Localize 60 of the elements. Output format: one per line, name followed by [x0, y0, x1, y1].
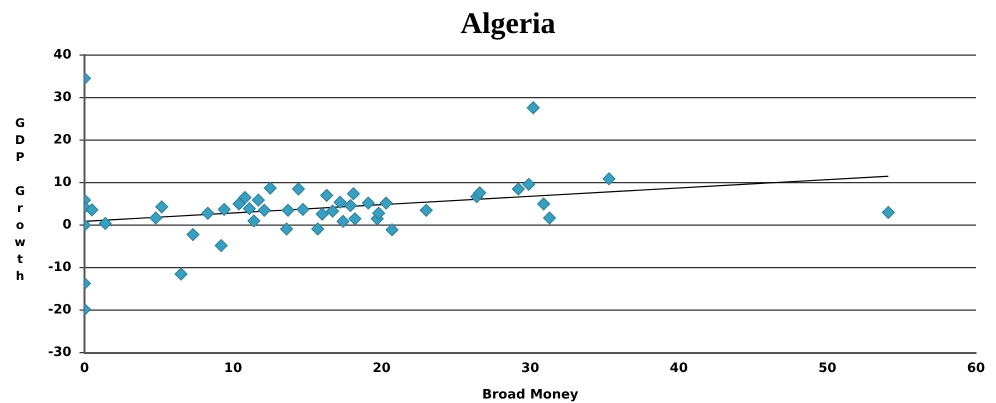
point	[336, 214, 350, 228]
point	[473, 186, 486, 200]
point	[218, 202, 231, 216]
point	[247, 214, 260, 228]
point	[85, 203, 98, 216]
x-tick-label: 50	[818, 360, 836, 376]
point	[420, 204, 433, 217]
point	[242, 202, 256, 216]
point	[512, 182, 525, 196]
y-tick-label: -10	[48, 260, 72, 276]
point	[316, 208, 329, 221]
x-tick-label: 10	[224, 360, 242, 376]
y-tick-label: 10	[53, 175, 72, 190]
point	[296, 202, 310, 216]
x-tick-label: 20	[372, 360, 391, 376]
x-tick-label: 60	[966, 360, 986, 376]
point	[280, 222, 294, 236]
point	[149, 211, 162, 224]
point	[380, 196, 393, 210]
point	[174, 268, 188, 281]
point	[252, 194, 265, 207]
point	[264, 182, 277, 195]
point	[214, 239, 228, 252]
point	[98, 216, 112, 230]
point	[344, 199, 357, 212]
point	[155, 200, 168, 214]
point	[326, 204, 340, 218]
point	[346, 187, 360, 200]
point	[258, 204, 271, 217]
point	[372, 206, 386, 220]
point	[238, 191, 252, 204]
y-tick-label: 40	[53, 47, 72, 62]
x-tick-label: 40	[670, 360, 688, 376]
x-axis-title: Broad Money	[482, 388, 579, 403]
y-tick-label: 30	[53, 90, 72, 105]
point	[348, 212, 362, 226]
text: GDP Growth	[14, 116, 26, 283]
point	[232, 197, 246, 210]
chart-title: Algeria	[460, 6, 556, 40]
point	[386, 223, 399, 236]
point	[362, 196, 375, 210]
y-tick-label: 0	[62, 218, 72, 233]
point	[311, 222, 324, 236]
point	[602, 172, 616, 186]
point	[537, 197, 550, 210]
point	[882, 206, 895, 219]
point	[282, 204, 295, 217]
point	[334, 196, 347, 209]
x-tick-label: 0	[80, 360, 90, 376]
point	[320, 188, 334, 202]
point	[201, 206, 214, 220]
point	[292, 182, 305, 196]
y-tick-label: 20	[53, 132, 72, 148]
point	[522, 178, 536, 191]
x-tick-label: 30	[521, 360, 540, 376]
y-tick-label: -20	[48, 302, 72, 318]
y-tick-label: -30	[48, 345, 72, 360]
point	[543, 211, 556, 224]
point	[526, 101, 540, 114]
point	[186, 228, 200, 242]
